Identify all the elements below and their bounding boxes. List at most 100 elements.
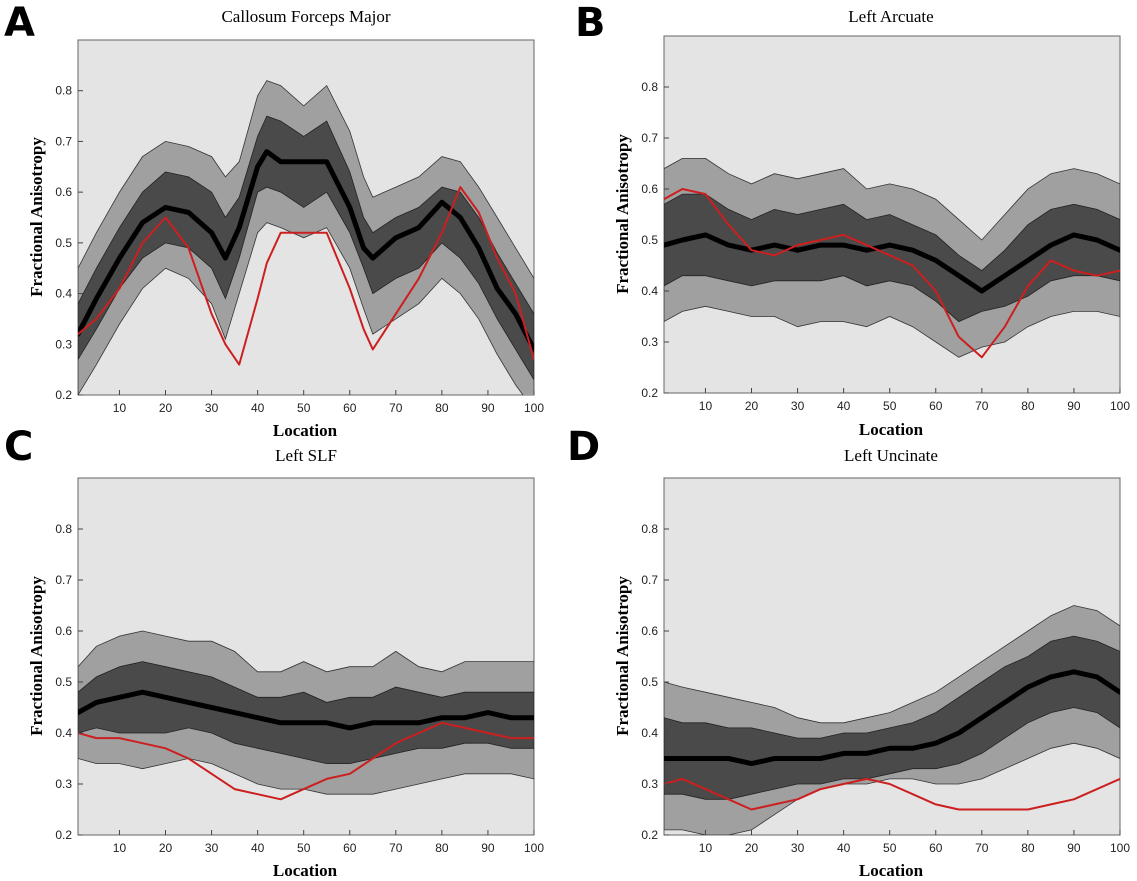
x-tick-label: 10 [113, 401, 127, 415]
x-tick-label: 60 [343, 841, 357, 855]
x-tick-label: 40 [251, 401, 265, 415]
panel-c: C Left SLF 10 20 30 40 50 60 70 80 90 100 0.2 0.3 0.… [4, 424, 544, 880]
x-tick-label: 10 [699, 399, 713, 413]
x-tick-label: 100 [524, 841, 544, 855]
plot-layers [78, 80, 534, 395]
plot-layers [664, 158, 1120, 359]
y-tick-label: 0.4 [55, 726, 72, 740]
x-tick-label: 100 [524, 401, 544, 415]
plot-content: 10 20 30 40 50 60 70 80 90 100 0.2 0.3 0.4 0.5 0.6 0.7 0… [641, 522, 1130, 855]
individual-line [78, 721, 534, 801]
x-axis-label: Location [859, 861, 924, 880]
x-tick-label: 50 [297, 401, 311, 415]
x-tick-label: 20 [745, 841, 759, 855]
x-tick-label: 40 [837, 841, 851, 855]
x-tick-label: 40 [251, 841, 265, 855]
y-tick-label: 0.5 [641, 233, 658, 247]
x-tick-label: 30 [791, 841, 805, 855]
x-tick-label: 60 [343, 401, 357, 415]
individual-line [78, 186, 534, 366]
mean-line [664, 232, 1120, 294]
panel-letter: C [4, 424, 33, 470]
x-tick-label: 30 [205, 841, 219, 855]
x-tick-label: 50 [297, 841, 311, 855]
y-tick-label: 0.8 [55, 522, 72, 536]
inner-percentile-band [78, 661, 534, 764]
x-tick-label: 70 [975, 399, 989, 413]
individual-line [664, 777, 1120, 811]
x-tick-label: 90 [1067, 841, 1081, 855]
x-tick-label: 30 [791, 399, 805, 413]
x-tick-label: 50 [883, 841, 897, 855]
y-tick-label: 0.7 [55, 134, 72, 148]
y-tick-label: 0.2 [641, 828, 658, 842]
y-tick-label: 0.2 [55, 388, 72, 402]
y-tick-label: 0.3 [55, 777, 72, 791]
mean-line [78, 149, 534, 352]
y-tick-label: 0.6 [55, 185, 72, 199]
y-tick-label: 0.2 [55, 828, 72, 842]
y-tick-label: 0.4 [641, 726, 658, 740]
x-tick-label: 90 [1067, 399, 1081, 413]
x-tick-label: 100 [1110, 399, 1130, 413]
x-tick-label: 90 [481, 401, 495, 415]
y-tick-label: 0.3 [641, 335, 658, 349]
y-tick-label: 0.8 [641, 522, 658, 536]
x-tick-label: 70 [389, 841, 403, 855]
y-tick-label: 0.5 [55, 236, 72, 250]
panel-letter: B [575, 0, 606, 46]
y-tick-label: 0.4 [641, 284, 658, 298]
x-tick-label: 20 [745, 399, 759, 413]
x-tick-label: 80 [1021, 399, 1035, 413]
plot-layers [664, 605, 1120, 835]
y-tick-label: 0.5 [55, 675, 72, 689]
y-axis-label: Fractional Anisotropy [27, 137, 46, 297]
x-tick-label: 60 [929, 841, 943, 855]
y-tick-label: 0.8 [55, 84, 72, 98]
outer-percentile-band [78, 80, 534, 395]
mean-line [664, 669, 1120, 767]
y-tick-label: 0.7 [55, 573, 72, 587]
panel-a: A Callosum Forceps Major 10 20 30 40 50 60 70 8… [4, 0, 544, 440]
x-axis-label: Location [273, 861, 338, 880]
chart-title: Callosum Forceps Major [221, 7, 390, 26]
x-tick-label: 100 [1110, 841, 1130, 855]
x-tick-label: 40 [837, 399, 851, 413]
y-axis-label: Fractional Anisotropy [613, 134, 632, 294]
plot-layers [78, 630, 534, 801]
x-axis-label: Location [859, 420, 924, 439]
y-tick-label: 0.5 [641, 675, 658, 689]
chart-title: Left Uncinate [844, 446, 938, 465]
x-tick-label: 20 [159, 401, 173, 415]
x-tick-label: 60 [929, 399, 943, 413]
plot-content: 10 20 30 40 50 60 70 80 90 100 0.2 0.3 0.4 0.5 0.6 0.7 0… [641, 80, 1130, 413]
x-tick-label: 50 [883, 399, 897, 413]
x-tick-label: 70 [975, 841, 989, 855]
chart-title: Left Arcuate [848, 7, 933, 26]
y-tick-label: 0.3 [55, 337, 72, 351]
plot-content: 10 20 30 40 50 60 70 80 90 100 0.2 0.3 0.4 0.5 0.6 0.7 0… [55, 80, 544, 415]
plot-content: 10 20 30 40 50 60 70 80 90 100 0.2 0.3 0.4 0.5 0.6 0.7 0… [55, 522, 544, 855]
x-tick-label: 70 [389, 401, 403, 415]
individual-line [664, 188, 1120, 359]
x-tick-label: 90 [481, 841, 495, 855]
y-axis-label: Fractional Anisotropy [27, 576, 46, 736]
x-tick-label: 20 [159, 841, 173, 855]
inner-percentile-band [78, 115, 534, 381]
mean-line [78, 689, 534, 731]
y-axis-label: Fractional Anisotropy [613, 576, 632, 736]
panel-b: B Left Arcuate 10 20 30 40 50 60 70 80 90 100 0.2 0… [575, 0, 1130, 439]
panel-letter: D [567, 424, 600, 470]
y-tick-label: 0.8 [641, 80, 658, 94]
chart-title: Left SLF [275, 446, 337, 465]
x-tick-label: 80 [435, 401, 449, 415]
x-axis-label: Location [273, 421, 338, 440]
y-tick-label: 0.7 [641, 131, 658, 145]
y-tick-label: 0.6 [55, 624, 72, 638]
panel-d: D Left Uncinate 10 20 30 40 50 60 70 80 90 100 0.2… [567, 424, 1130, 880]
y-tick-label: 0.6 [641, 624, 658, 638]
y-tick-label: 0.2 [641, 386, 658, 400]
x-tick-label: 30 [205, 401, 219, 415]
y-tick-label: 0.7 [641, 573, 658, 587]
